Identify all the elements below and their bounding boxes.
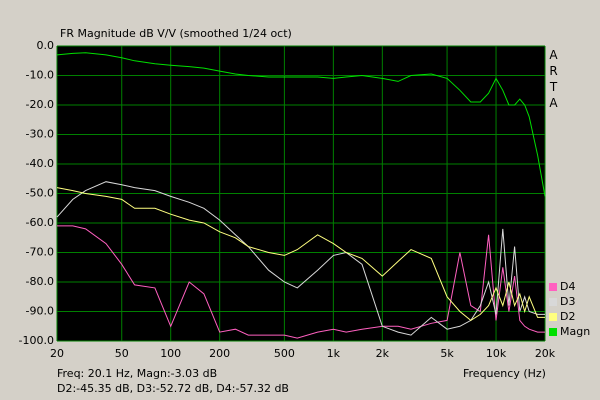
legend-label: D4 bbox=[560, 280, 575, 293]
cursor-readout: Freq: 20.1 Hz, Magn:-3.03 dB bbox=[57, 367, 217, 380]
series-line bbox=[57, 225, 545, 339]
series-line bbox=[56, 181, 545, 336]
legend-swatch bbox=[549, 328, 557, 336]
legend-label: D3 bbox=[560, 295, 575, 308]
y-tick-label: -10.0 bbox=[26, 69, 54, 82]
y-tick-label: -80.0 bbox=[26, 275, 54, 288]
x-tick-label: 20 bbox=[50, 347, 64, 360]
series-line bbox=[56, 187, 545, 322]
brand: ARTA bbox=[547, 48, 561, 112]
x-tick-label: 5k bbox=[440, 347, 454, 360]
legend-label: D2 bbox=[560, 310, 575, 323]
x-tick-label: 20k bbox=[535, 347, 556, 360]
legend-label: Magn bbox=[560, 325, 590, 338]
x-tick-label: 2k bbox=[376, 347, 390, 360]
x-tick-label: 100 bbox=[160, 347, 181, 360]
y-tick-label: -60.0 bbox=[26, 216, 54, 229]
y-tick-label: -40.0 bbox=[26, 157, 54, 170]
y-tick-label: 0.0 bbox=[37, 39, 55, 52]
x-tick-label: 50 bbox=[115, 347, 129, 360]
x-axis-label: Frequency (Hz) bbox=[463, 367, 546, 380]
x-tick-label: 1k bbox=[327, 347, 341, 360]
x-tick-label: 200 bbox=[209, 347, 230, 360]
y-tick-label: -70.0 bbox=[26, 246, 54, 259]
chart-title: FR Magnitude dB V/V (smoothed 1/24 oct) bbox=[60, 27, 292, 40]
legend-swatch bbox=[549, 298, 557, 306]
legend-swatch bbox=[549, 283, 557, 291]
y-tick-label: -100.0 bbox=[19, 334, 54, 347]
legend-swatch bbox=[549, 313, 557, 321]
y-tick-label: -90.0 bbox=[26, 305, 54, 318]
x-tick-label: 500 bbox=[274, 347, 295, 360]
y-tick-label: -20.0 bbox=[26, 98, 54, 111]
y-tick-label: -30.0 bbox=[26, 128, 54, 141]
x-tick-label: 10k bbox=[486, 347, 507, 360]
series-line bbox=[56, 52, 546, 197]
distortion-readout: D2:-45.35 dB, D3:-52.72 dB, D4:-57.32 dB bbox=[57, 382, 289, 395]
y-tick-label: -50.0 bbox=[26, 187, 54, 200]
